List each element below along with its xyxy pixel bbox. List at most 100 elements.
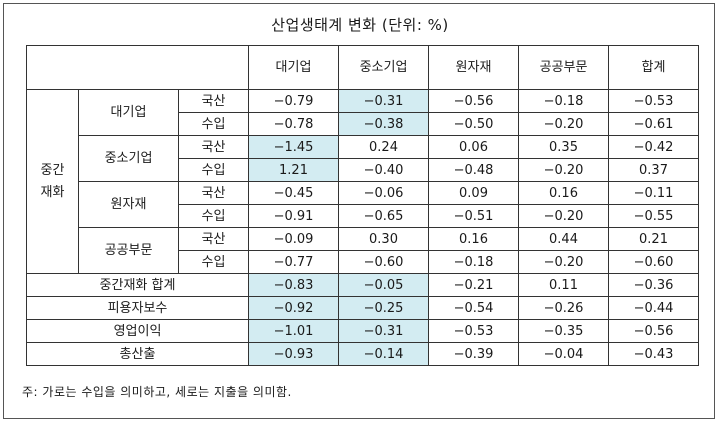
- table-row: 중간재화 합계 −0.83 −0.05 −0.21 0.11 −0.36: [26, 273, 699, 297]
- origin-label: 국산: [178, 135, 249, 159]
- sector-label: 대기업: [78, 89, 179, 136]
- value-cell: 0.21: [608, 227, 699, 251]
- value-cell: 1.21: [248, 158, 339, 182]
- value-cell: 0.30: [338, 227, 429, 251]
- summary-label: 중간재화 합계: [26, 273, 249, 297]
- value-cell: −0.93: [248, 342, 339, 366]
- value-cell: −0.26: [518, 296, 609, 320]
- value-cell: −0.40: [338, 158, 429, 182]
- value-cell: −0.14: [338, 342, 429, 366]
- column-header: 중소기업: [338, 45, 429, 90]
- table-row: 중소기업 국산 −1.45 0.24 0.06 0.35 −0.42: [27, 135, 699, 182]
- value-cell: −0.20: [518, 158, 609, 182]
- value-cell: −0.06: [338, 181, 429, 205]
- value-cell: −0.18: [518, 89, 609, 113]
- value-cell: −0.42: [608, 135, 699, 159]
- table-footnote: 주: 가로는 수입을 의미하고, 세로는 지출을 의미함.: [22, 385, 292, 399]
- value-cell: −0.04: [518, 342, 609, 366]
- value-cell: −0.48: [428, 158, 519, 182]
- value-cell: −0.83: [248, 273, 339, 297]
- sector-label: 공공부문: [78, 227, 179, 274]
- value-cell: −0.54: [428, 296, 519, 320]
- table-row: 공공부문 국산 −0.09 0.30 0.16 0.44 0.21: [27, 227, 699, 274]
- value-cell: −0.79: [248, 89, 339, 113]
- table-row: 수입 1.21 −0.40 −0.48 −0.20 0.37: [27, 158, 699, 182]
- table-row: 원자재 국산 −0.45 −0.06 0.09 0.16 −0.11: [27, 181, 699, 228]
- row-group-label-line: 재화: [40, 184, 65, 200]
- value-cell: −0.45: [248, 181, 339, 205]
- origin-label: 수입: [178, 158, 249, 182]
- value-cell: −0.56: [608, 319, 699, 343]
- table-row: 중간 재화 대기업 국산 −0.79 −0.31 −0.56 −0.18 −0.…: [26, 89, 699, 274]
- column-header: 합계: [608, 45, 699, 90]
- value-cell: −0.56: [428, 89, 519, 113]
- value-cell: 0.09: [428, 181, 519, 205]
- row-group-label-line: 중간: [40, 162, 65, 178]
- industry-ecosystem-table: 대기업 중소기업 원자재 공공부문 합계 중간 재화 대기업 국산 −0.79 …: [26, 45, 699, 366]
- column-header: 대기업: [248, 45, 339, 90]
- summary-label: 피용자보수: [26, 296, 249, 320]
- value-cell: 0.16: [428, 227, 519, 251]
- value-cell: −0.53: [608, 89, 699, 113]
- summary-label: 총산출: [26, 342, 249, 366]
- origin-label: 수입: [178, 250, 249, 274]
- table-row: 피용자보수 −0.92 −0.25 −0.54 −0.26 −0.44: [26, 296, 699, 320]
- value-cell: −0.35: [518, 319, 609, 343]
- value-cell: 0.37: [608, 158, 699, 182]
- value-cell: −0.65: [338, 204, 429, 228]
- sector-label: 중소기업: [78, 135, 179, 182]
- value-cell: −0.53: [428, 319, 519, 343]
- sector-label: 원자재: [78, 181, 179, 228]
- value-cell: −0.20: [518, 112, 609, 136]
- value-cell: −0.78: [248, 112, 339, 136]
- origin-label: 수입: [178, 112, 249, 136]
- column-header: 원자재: [428, 45, 519, 90]
- value-cell: −0.20: [518, 204, 609, 228]
- column-header: 공공부문: [518, 45, 609, 90]
- value-cell: 0.11: [518, 273, 609, 297]
- value-cell: −0.36: [608, 273, 699, 297]
- value-cell: −0.38: [338, 112, 429, 136]
- origin-label: 수입: [178, 204, 249, 228]
- origin-label: 국산: [178, 181, 249, 205]
- value-cell: −0.44: [608, 296, 699, 320]
- value-cell: 0.44: [518, 227, 609, 251]
- value-cell: −0.09: [248, 227, 339, 251]
- value-cell: 0.24: [338, 135, 429, 159]
- value-cell: −0.31: [338, 89, 429, 113]
- table-row: 총산출 −0.93 −0.14 −0.39 −0.04 −0.43: [26, 342, 699, 366]
- value-cell: −0.55: [608, 204, 699, 228]
- value-cell: −0.43: [608, 342, 699, 366]
- table-row: 수입 −0.78 −0.38 −0.50 −0.20 −0.61: [27, 112, 699, 136]
- table-row: 영업이익 −1.01 −0.31 −0.53 −0.35 −0.56: [26, 319, 699, 343]
- value-cell: 0.06: [428, 135, 519, 159]
- origin-label: 국산: [178, 227, 249, 251]
- value-cell: −0.91: [248, 204, 339, 228]
- value-cell: −0.60: [338, 250, 429, 274]
- value-cell: −1.01: [248, 319, 339, 343]
- value-cell: −0.77: [248, 250, 339, 274]
- value-cell: −0.50: [428, 112, 519, 136]
- value-cell: −0.21: [428, 273, 519, 297]
- row-group-label: 중간 재화: [26, 89, 79, 274]
- value-cell: 0.16: [518, 181, 609, 205]
- header-corner-cell: [26, 45, 249, 90]
- value-cell: −0.31: [338, 319, 429, 343]
- value-cell: −0.18: [428, 250, 519, 274]
- value-cell: 0.35: [518, 135, 609, 159]
- value-cell: −0.92: [248, 296, 339, 320]
- document-frame: [3, 3, 715, 419]
- value-cell: −0.61: [608, 112, 699, 136]
- value-cell: −0.25: [338, 296, 429, 320]
- value-cell: −0.51: [428, 204, 519, 228]
- origin-label: 국산: [178, 89, 249, 113]
- value-cell: −0.05: [338, 273, 429, 297]
- table-title: 산업생태계 변화 (단위: %): [271, 16, 449, 34]
- value-cell: −0.11: [608, 181, 699, 205]
- header-row: 대기업 중소기업 원자재 공공부문 합계: [26, 45, 699, 90]
- value-cell: −0.20: [518, 250, 609, 274]
- value-cell: −1.45: [248, 135, 339, 159]
- value-cell: −0.60: [608, 250, 699, 274]
- summary-label: 영업이익: [26, 319, 249, 343]
- value-cell: −0.39: [428, 342, 519, 366]
